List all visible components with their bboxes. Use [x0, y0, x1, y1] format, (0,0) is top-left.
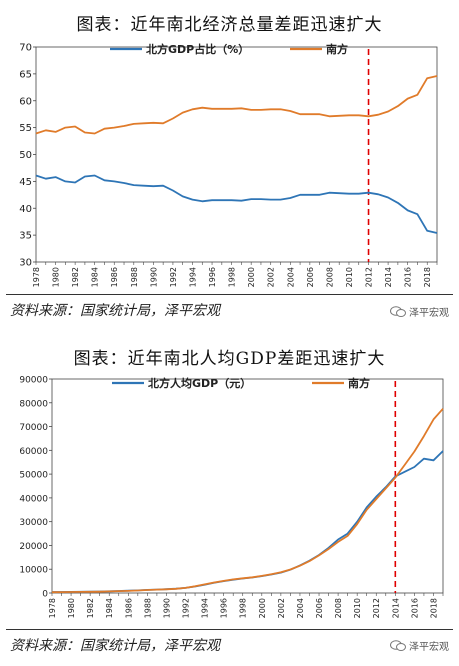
y-tick-label: 60 [19, 96, 32, 107]
y-tick-label: 90000 [19, 376, 48, 386]
chart1-source: 资料来源：国家统计局，泽平宏观 [10, 303, 220, 319]
y-tick-label: 80000 [19, 399, 48, 409]
y-tick-label: 45 [19, 177, 32, 188]
x-tick-label: 2000 [247, 267, 256, 287]
x-tick-label: 2002 [277, 598, 286, 618]
x-tick-label: 1982 [86, 598, 95, 618]
y-tick-label: 65 [19, 69, 32, 80]
x-tick-label: 2018 [423, 267, 432, 287]
y-tick-label: 50 [19, 150, 32, 161]
series-0-line [35, 174, 438, 234]
x-tick-label: 1978 [32, 267, 41, 287]
x-tick-label: 2004 [296, 598, 305, 618]
x-tick-label: 1992 [169, 267, 178, 287]
chart1-gdp-share-line-chart: 30 35 40 45 50 55 60 65 70 1978 1980 1982 1984 1986 19… [19, 42, 438, 287]
wechat-icon [390, 306, 406, 317]
y-tick-label: 20000 [19, 542, 48, 552]
watermark-text: 泽平宏观 [409, 308, 449, 319]
chart2-source: 资料来源：国家统计局，泽平宏观 [10, 638, 220, 654]
watermark-text: 泽平宏观 [409, 642, 449, 653]
x-tick-label: 2008 [325, 267, 334, 287]
x-tick-label: 1980 [67, 598, 76, 618]
x-tick-label: 2008 [334, 598, 343, 618]
x-tick-label: 1998 [239, 598, 248, 618]
chart1-watermark: 泽平宏观 [390, 304, 449, 319]
legend-label-1: 南方 [348, 376, 370, 390]
y-tick-label: 0 [42, 590, 48, 600]
x-tick-label: 2000 [258, 598, 267, 618]
x-tick-label: 1980 [52, 267, 61, 287]
x-tick-label: 2010 [345, 267, 354, 287]
y-tick-label: 70 [19, 43, 32, 54]
x-tick-label: 1998 [228, 267, 237, 287]
x-tick-label: 1986 [124, 598, 133, 618]
chart1-bottom-rule [6, 294, 453, 295]
y-tick-label: 70000 [19, 423, 48, 433]
x-tick-label: 2002 [267, 267, 276, 287]
x-tick-label: 1984 [91, 267, 100, 287]
x-tick-label: 2010 [353, 598, 362, 618]
x-tick-label: 2006 [306, 267, 315, 287]
x-tick-label: 1996 [220, 598, 229, 618]
y-tick-label: 40 [19, 204, 32, 215]
series-1-line [51, 408, 444, 594]
y-tick-label: 10000 [19, 566, 48, 576]
x-tick-label: 1994 [188, 267, 197, 287]
x-tick-label: 1986 [110, 267, 119, 287]
y-tick-label: 60000 [19, 447, 48, 457]
x-tick-label: 1988 [143, 598, 152, 618]
legend-label-0: 北方人均GDP（元） [148, 376, 251, 390]
x-tick-label: 1984 [105, 598, 114, 618]
y-tick-label: 35 [19, 231, 32, 242]
x-tick-label: 2014 [384, 267, 393, 287]
chart2-watermark: 泽平宏观 [390, 638, 449, 653]
chart2-title: 图表：近年南北人均GDP差距迅速扩大 [73, 349, 386, 369]
y-tick-label: 30000 [19, 518, 48, 528]
series-1-line [35, 75, 438, 135]
x-tick-label: 1990 [149, 267, 158, 287]
x-tick-label: 1996 [208, 267, 217, 287]
x-tick-label: 1982 [71, 267, 80, 287]
y-tick-label: 40000 [19, 494, 48, 504]
x-tick-label: 2006 [315, 598, 324, 618]
legend-label-1: 南方 [326, 42, 348, 56]
chart2-gdp-per-capita-line-chart: 0 10000 20000 30000 40000 50000 60000 70000 8000… [19, 376, 444, 618]
plot-frame [35, 46, 438, 263]
x-tick-label: 1990 [162, 598, 171, 618]
x-tick-label: 1988 [130, 267, 139, 287]
y-tick-label: 30 [19, 258, 32, 269]
y-tick-label: 55 [19, 123, 32, 134]
x-tick-label: 1992 [182, 598, 191, 618]
x-tick-label: 2016 [404, 267, 413, 287]
x-tick-label: 2004 [286, 267, 295, 287]
series-0-line [52, 450, 444, 593]
x-tick-label: 2016 [410, 598, 419, 618]
x-tick-label: 2018 [429, 598, 438, 618]
x-tick-label: 2014 [391, 598, 400, 618]
x-tick-label: 2012 [365, 267, 374, 287]
x-tick-label: 2012 [372, 598, 381, 618]
x-tick-label: 1994 [201, 598, 210, 618]
legend-label-0: 北方GDP占比（%） [146, 42, 249, 56]
y-tick-label: 50000 [19, 471, 48, 481]
x-tick-label: 1978 [48, 598, 57, 618]
chart2-bottom-rule [6, 629, 453, 630]
chart1-title: 图表：近年南北经济总量差距迅速扩大 [76, 15, 383, 35]
plot-frame [51, 378, 444, 594]
wechat-icon [390, 640, 406, 651]
